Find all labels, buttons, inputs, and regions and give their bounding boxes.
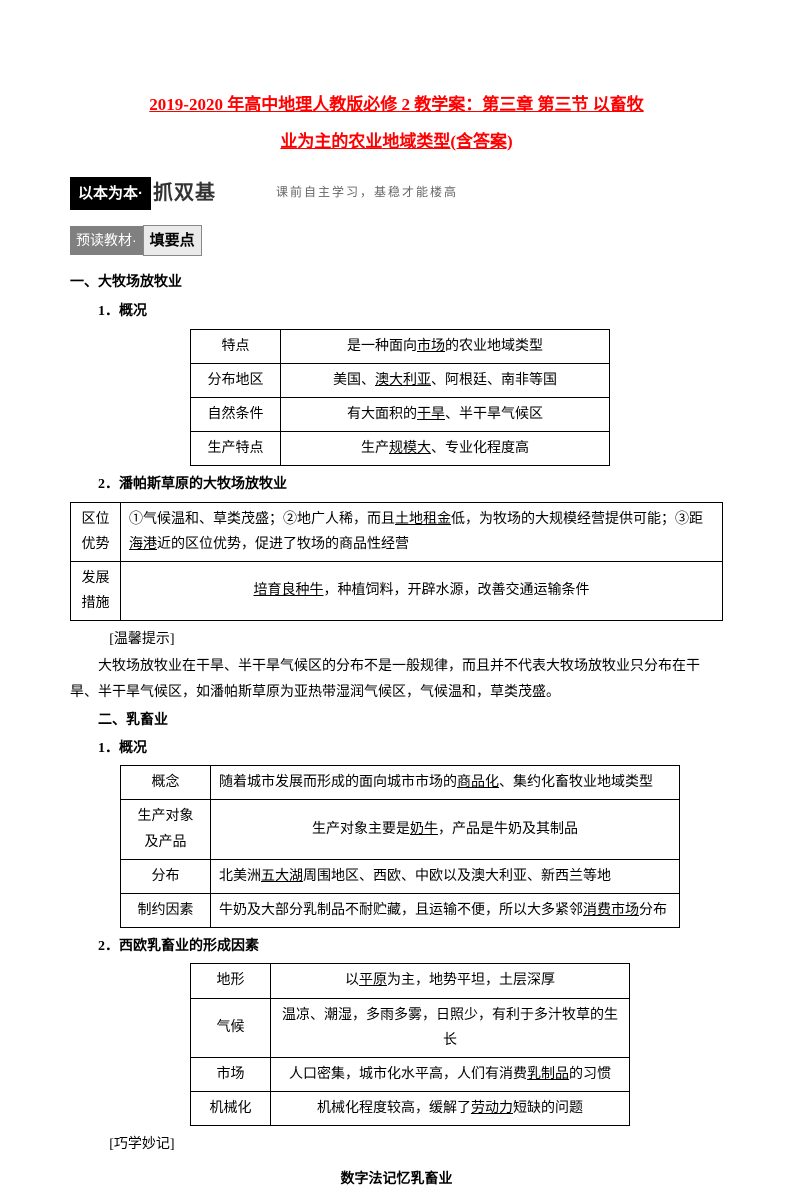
- cell-label: 分布: [121, 859, 211, 893]
- table-row: 地形 以平原为主，地势平坦，土层深厚: [191, 964, 630, 998]
- cell-value: ①气候温和、草类茂盛；②地广人稀，而且土地租金低，为牧场的大规模经营提供可能；③…: [121, 502, 723, 561]
- cell-label: 分布地区: [191, 363, 281, 397]
- table-row: 自然条件 有大面积的干旱、半干旱气候区: [191, 397, 610, 431]
- banner-black-label: 以本为本·: [70, 177, 151, 210]
- cell-label: 生产特点: [191, 432, 281, 466]
- sub-banner: 预读教材· 填要点: [70, 225, 723, 256]
- page-title-line1: 2019-2020 年高中地理人教版必修 2 教学案：第三章 第三节 以畜牧: [70, 90, 723, 121]
- cell-label: 区位优势: [71, 502, 121, 561]
- page-title-line2: 业为主的农业地域类型(含答案): [70, 127, 723, 158]
- cell-value: 生产对象主要是奶牛，产品是牛奶及其制品: [211, 800, 680, 859]
- cell-value: 牛奶及大部分乳制品不耐贮藏，且运输不便，所以大多紧邻消费市场分布: [211, 893, 680, 927]
- cell-label: 自然条件: [191, 397, 281, 431]
- cell-value: 生产规模大、专业化程度高: [281, 432, 610, 466]
- cell-value: 温凉、潮湿，多雨多雾，日照少，有利于多汁牧草的生长: [271, 998, 630, 1057]
- subbanner-grey-label: 预读教材·: [70, 226, 143, 255]
- cell-label: 地形: [191, 964, 271, 998]
- cell-label: 机械化: [191, 1092, 271, 1126]
- cell-label: 制约因素: [121, 893, 211, 927]
- section2-sub1: 1．概况: [70, 736, 723, 761]
- table-row: 分布 北美洲五大湖周围地区、西欧、中欧以及澳大利亚、新西兰等地: [121, 859, 680, 893]
- cell-value: 培育良种牛，种植饲料，开辟水源，改善交通运输条件: [121, 561, 723, 620]
- subbanner-outline-label: 填要点: [143, 225, 202, 256]
- cell-value: 美国、澳大利亚、阿根廷、南非等国: [281, 363, 610, 397]
- cell-label: 生产对象及产品: [121, 800, 211, 859]
- table-row: 机械化 机械化程度较高，缓解了劳动力短缺的问题: [191, 1092, 630, 1126]
- cell-label: 发展措施: [71, 561, 121, 620]
- cell-value: 人口密集，城市化水平高，人们有消费乳制品的习惯: [271, 1057, 630, 1091]
- cell-label: 特点: [191, 329, 281, 363]
- table-pampas: 区位优势 ①气候温和、草类茂盛；②地广人稀，而且土地租金低，为牧场的大规模经营提…: [70, 502, 723, 622]
- table-row: 市场 人口密集，城市化水平高，人们有消费乳制品的习惯: [191, 1057, 630, 1091]
- banner-note: 课前自主学习，基稳才能楼高: [276, 182, 458, 204]
- cell-label: 概念: [121, 766, 211, 800]
- table-row: 气候 温凉、潮湿，多雨多雾，日照少，有利于多汁牧草的生长: [191, 998, 630, 1057]
- cell-value: 是一种面向市场的农业地域类型: [281, 329, 610, 363]
- main-banner: 以本为本· 抓双基 课前自主学习，基稳才能楼高: [70, 175, 723, 211]
- table-row: 特点 是一种面向市场的农业地域类型: [191, 329, 610, 363]
- cell-value: 随着城市发展而形成的面向城市市场的商品化、集约化畜牧业地域类型: [211, 766, 680, 800]
- cell-label: 市场: [191, 1057, 271, 1091]
- cell-label: 气候: [191, 998, 271, 1057]
- section1-sub1: 1．概况: [70, 299, 723, 324]
- section2-sub2: 2．西欧乳畜业的形成因素: [70, 934, 723, 959]
- cell-value: 机械化程度较高，缓解了劳动力短缺的问题: [271, 1092, 630, 1126]
- tip-text: 大牧场放牧业在干旱、半干旱气候区的分布不是一般规律，而且并不代表大牧场放牧业只分…: [70, 654, 723, 704]
- memo-label: [巧学妙记]: [109, 1132, 723, 1157]
- table-row: 发展措施 培育良种牛，种植饲料，开辟水源，改善交通运输条件: [71, 561, 723, 620]
- table-row: 制约因素 牛奶及大部分乳制品不耐贮藏，且运输不便，所以大多紧邻消费市场分布: [121, 893, 680, 927]
- cell-value: 有大面积的干旱、半干旱气候区: [281, 397, 610, 431]
- cell-value: 北美洲五大湖周围地区、西欧、中欧以及澳大利亚、新西兰等地: [211, 859, 680, 893]
- table-row: 生产特点 生产规模大、专业化程度高: [191, 432, 610, 466]
- table-dairy-overview: 概念 随着城市发展而形成的面向城市市场的商品化、集约化畜牧业地域类型 生产对象及…: [120, 765, 680, 928]
- section2-heading: 二、乳畜业: [70, 708, 723, 733]
- cell-value: 以平原为主，地势平坦，土层深厚: [271, 964, 630, 998]
- table-overview-ranch: 特点 是一种面向市场的农业地域类型 分布地区 美国、澳大利亚、阿根廷、南非等国 …: [190, 329, 610, 467]
- table-west-europe-dairy: 地形 以平原为主，地势平坦，土层深厚 气候 温凉、潮湿，多雨多雾，日照少，有利于…: [190, 963, 630, 1126]
- table-row: 区位优势 ①气候温和、草类茂盛；②地广人稀，而且土地租金低，为牧场的大规模经营提…: [71, 502, 723, 561]
- banner-outline-label: 抓双基: [153, 175, 216, 211]
- section1-sub2: 2．潘帕斯草原的大牧场放牧业: [70, 472, 723, 497]
- table-row: 生产对象及产品 生产对象主要是奶牛，产品是牛奶及其制品: [121, 800, 680, 859]
- memo-title: 数字法记忆乳畜业: [70, 1167, 723, 1192]
- section1-heading: 一、大牧场放牧业: [70, 270, 723, 295]
- table-row: 概念 随着城市发展而形成的面向城市市场的商品化、集约化畜牧业地域类型: [121, 766, 680, 800]
- table-row: 分布地区 美国、澳大利亚、阿根廷、南非等国: [191, 363, 610, 397]
- tip-label: [温馨提示]: [109, 627, 723, 652]
